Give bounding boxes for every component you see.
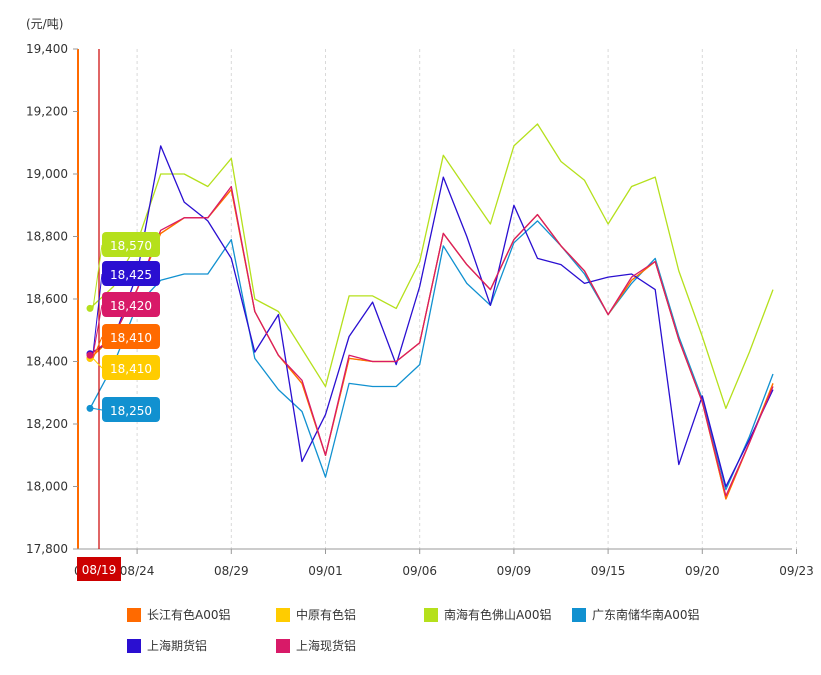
tooltip-value: 18,425 [110, 268, 152, 282]
legend-swatch [276, 638, 290, 653]
legend-item-1[interactable]: 长江有色A00铝 [127, 606, 230, 623]
tooltip-connector [92, 244, 103, 309]
series-start-points [86, 304, 94, 412]
tooltip: 18,570 18,425 18,420 18,410 18,410 18,250 [92, 232, 160, 422]
y-tick-label: 18,400 [26, 355, 68, 369]
tooltip-badge: 18,410 [92, 355, 160, 380]
tooltip-badge-bg [102, 355, 160, 380]
y-tick-label: 18,600 [26, 292, 68, 306]
x-tick-label: 09/15 [591, 564, 626, 578]
tooltip-badge-bg [102, 397, 160, 422]
cursor-label: 08/19 [82, 563, 117, 577]
y-tick-label: 18,000 [26, 480, 68, 494]
series-lines [89, 123, 774, 500]
y-tick-label: 19,000 [26, 167, 68, 181]
tooltip-connector [92, 358, 103, 369]
series-point-6 [86, 351, 94, 359]
legend-item-3[interactable]: 南海有色佛山A00铝 [424, 606, 551, 623]
y-tick-label: 17,800 [26, 542, 68, 556]
tooltip-badge-bg [102, 232, 160, 257]
tooltip-badge: 18,410 [92, 324, 160, 359]
series-line-3 [89, 123, 774, 410]
legend-label: 南海有色佛山A00铝 [444, 608, 552, 622]
series-line-4 [89, 220, 774, 491]
y-tick-label: 18,200 [26, 417, 68, 431]
series-line-5 [89, 145, 774, 488]
x-tick-label: 09/23 [779, 564, 814, 578]
y-tick-label: 19,200 [26, 105, 68, 119]
legend-label: 长江有色A00铝 [147, 608, 231, 622]
tooltip-badge: 18,250 [92, 397, 160, 422]
legend-label: 上海期货铝 [147, 639, 208, 653]
tooltip-badge: 18,570 [92, 232, 160, 309]
legend-item-2[interactable]: 中原有色铝 [276, 606, 356, 623]
x-tick-label: 09/01 [308, 564, 343, 578]
tooltip-badge: 18,420 [92, 292, 160, 356]
y-tick-label: 18,800 [26, 230, 68, 244]
legend-label: 中原有色铝 [296, 608, 357, 622]
tooltip-value: 18,410 [110, 331, 152, 345]
tooltip-badge-bg [102, 292, 160, 317]
tooltip-connector [92, 336, 103, 359]
legend-swatch [424, 607, 438, 622]
y-tick-label: 19,400 [26, 42, 68, 56]
legend-label: 广东南储华南A00铝 [592, 608, 700, 622]
tooltip-connector [92, 407, 103, 411]
legend-swatch [572, 607, 586, 622]
x-tick-label: 08/24 [120, 564, 155, 578]
legend-swatch [276, 607, 290, 622]
crosshair-cursor: 08/19 [77, 49, 121, 581]
tooltip-value: 18,420 [110, 299, 152, 313]
tooltip-connector [92, 273, 103, 354]
tooltip-connector [92, 304, 103, 356]
legend-item-6[interactable]: 上海现货铝 [276, 637, 356, 654]
series-point-3 [86, 304, 94, 312]
series-point-4 [86, 404, 94, 412]
x-tick-label: 09/09 [497, 564, 532, 578]
legend-label: 上海现货铝 [296, 639, 357, 653]
y-axis-unit-label: (元/吨) [26, 17, 63, 31]
tooltip-badge-bg [102, 324, 160, 349]
legend-swatch [127, 638, 141, 653]
legend-item-5[interactable]: 上海期货铝 [127, 637, 207, 654]
cursor-label-box [77, 557, 121, 581]
tooltip-badge: 18,425 [92, 261, 160, 354]
x-tick-label: 09/20 [685, 564, 720, 578]
axes: 17,800 18,000 18,200 18,400 18,600 18,800 19,0… [26, 42, 814, 578]
x-tick-label: 09/06 [402, 564, 437, 578]
legend-item-4[interactable]: 广东南储华南A00铝 [572, 606, 699, 623]
grid-lines [136, 49, 797, 549]
legend-swatch [127, 607, 141, 622]
tooltip-value: 18,570 [110, 239, 152, 253]
series-line-6 [89, 185, 774, 497]
tooltip-value: 18,250 [110, 404, 152, 418]
x-tick-label: 08/29 [214, 564, 249, 578]
tooltip-value: 18,410 [110, 362, 152, 376]
tooltip-badge-bg [102, 261, 160, 286]
